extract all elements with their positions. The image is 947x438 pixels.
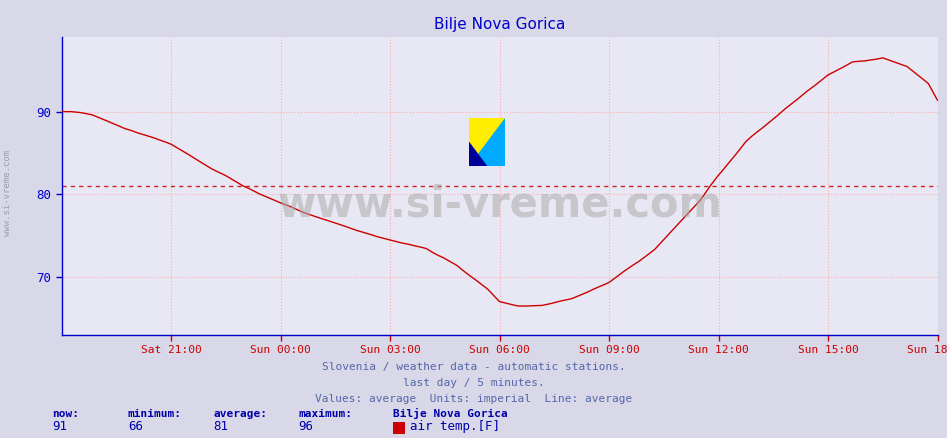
Text: average:: average:: [213, 409, 267, 419]
Text: 81: 81: [213, 420, 228, 433]
Text: www.si-vreme.com: www.si-vreme.com: [277, 183, 722, 225]
Text: minimum:: minimum:: [128, 409, 182, 419]
Text: Slovenia / weather data - automatic stations.: Slovenia / weather data - automatic stat…: [322, 362, 625, 372]
Text: 66: 66: [128, 420, 143, 433]
Text: last day / 5 minutes.: last day / 5 minutes.: [402, 378, 545, 389]
Text: maximum:: maximum:: [298, 409, 352, 419]
Text: 91: 91: [52, 420, 67, 433]
Text: 96: 96: [298, 420, 313, 433]
Polygon shape: [469, 142, 487, 166]
Text: air temp.[F]: air temp.[F]: [410, 420, 500, 433]
Polygon shape: [469, 118, 505, 166]
Text: www.si-vreme.com: www.si-vreme.com: [3, 150, 12, 236]
Polygon shape: [469, 118, 505, 166]
Title: Bilje Nova Gorica: Bilje Nova Gorica: [434, 17, 565, 32]
Text: Values: average  Units: imperial  Line: average: Values: average Units: imperial Line: av…: [314, 394, 633, 404]
Text: now:: now:: [52, 409, 80, 419]
Text: Bilje Nova Gorica: Bilje Nova Gorica: [393, 408, 508, 419]
